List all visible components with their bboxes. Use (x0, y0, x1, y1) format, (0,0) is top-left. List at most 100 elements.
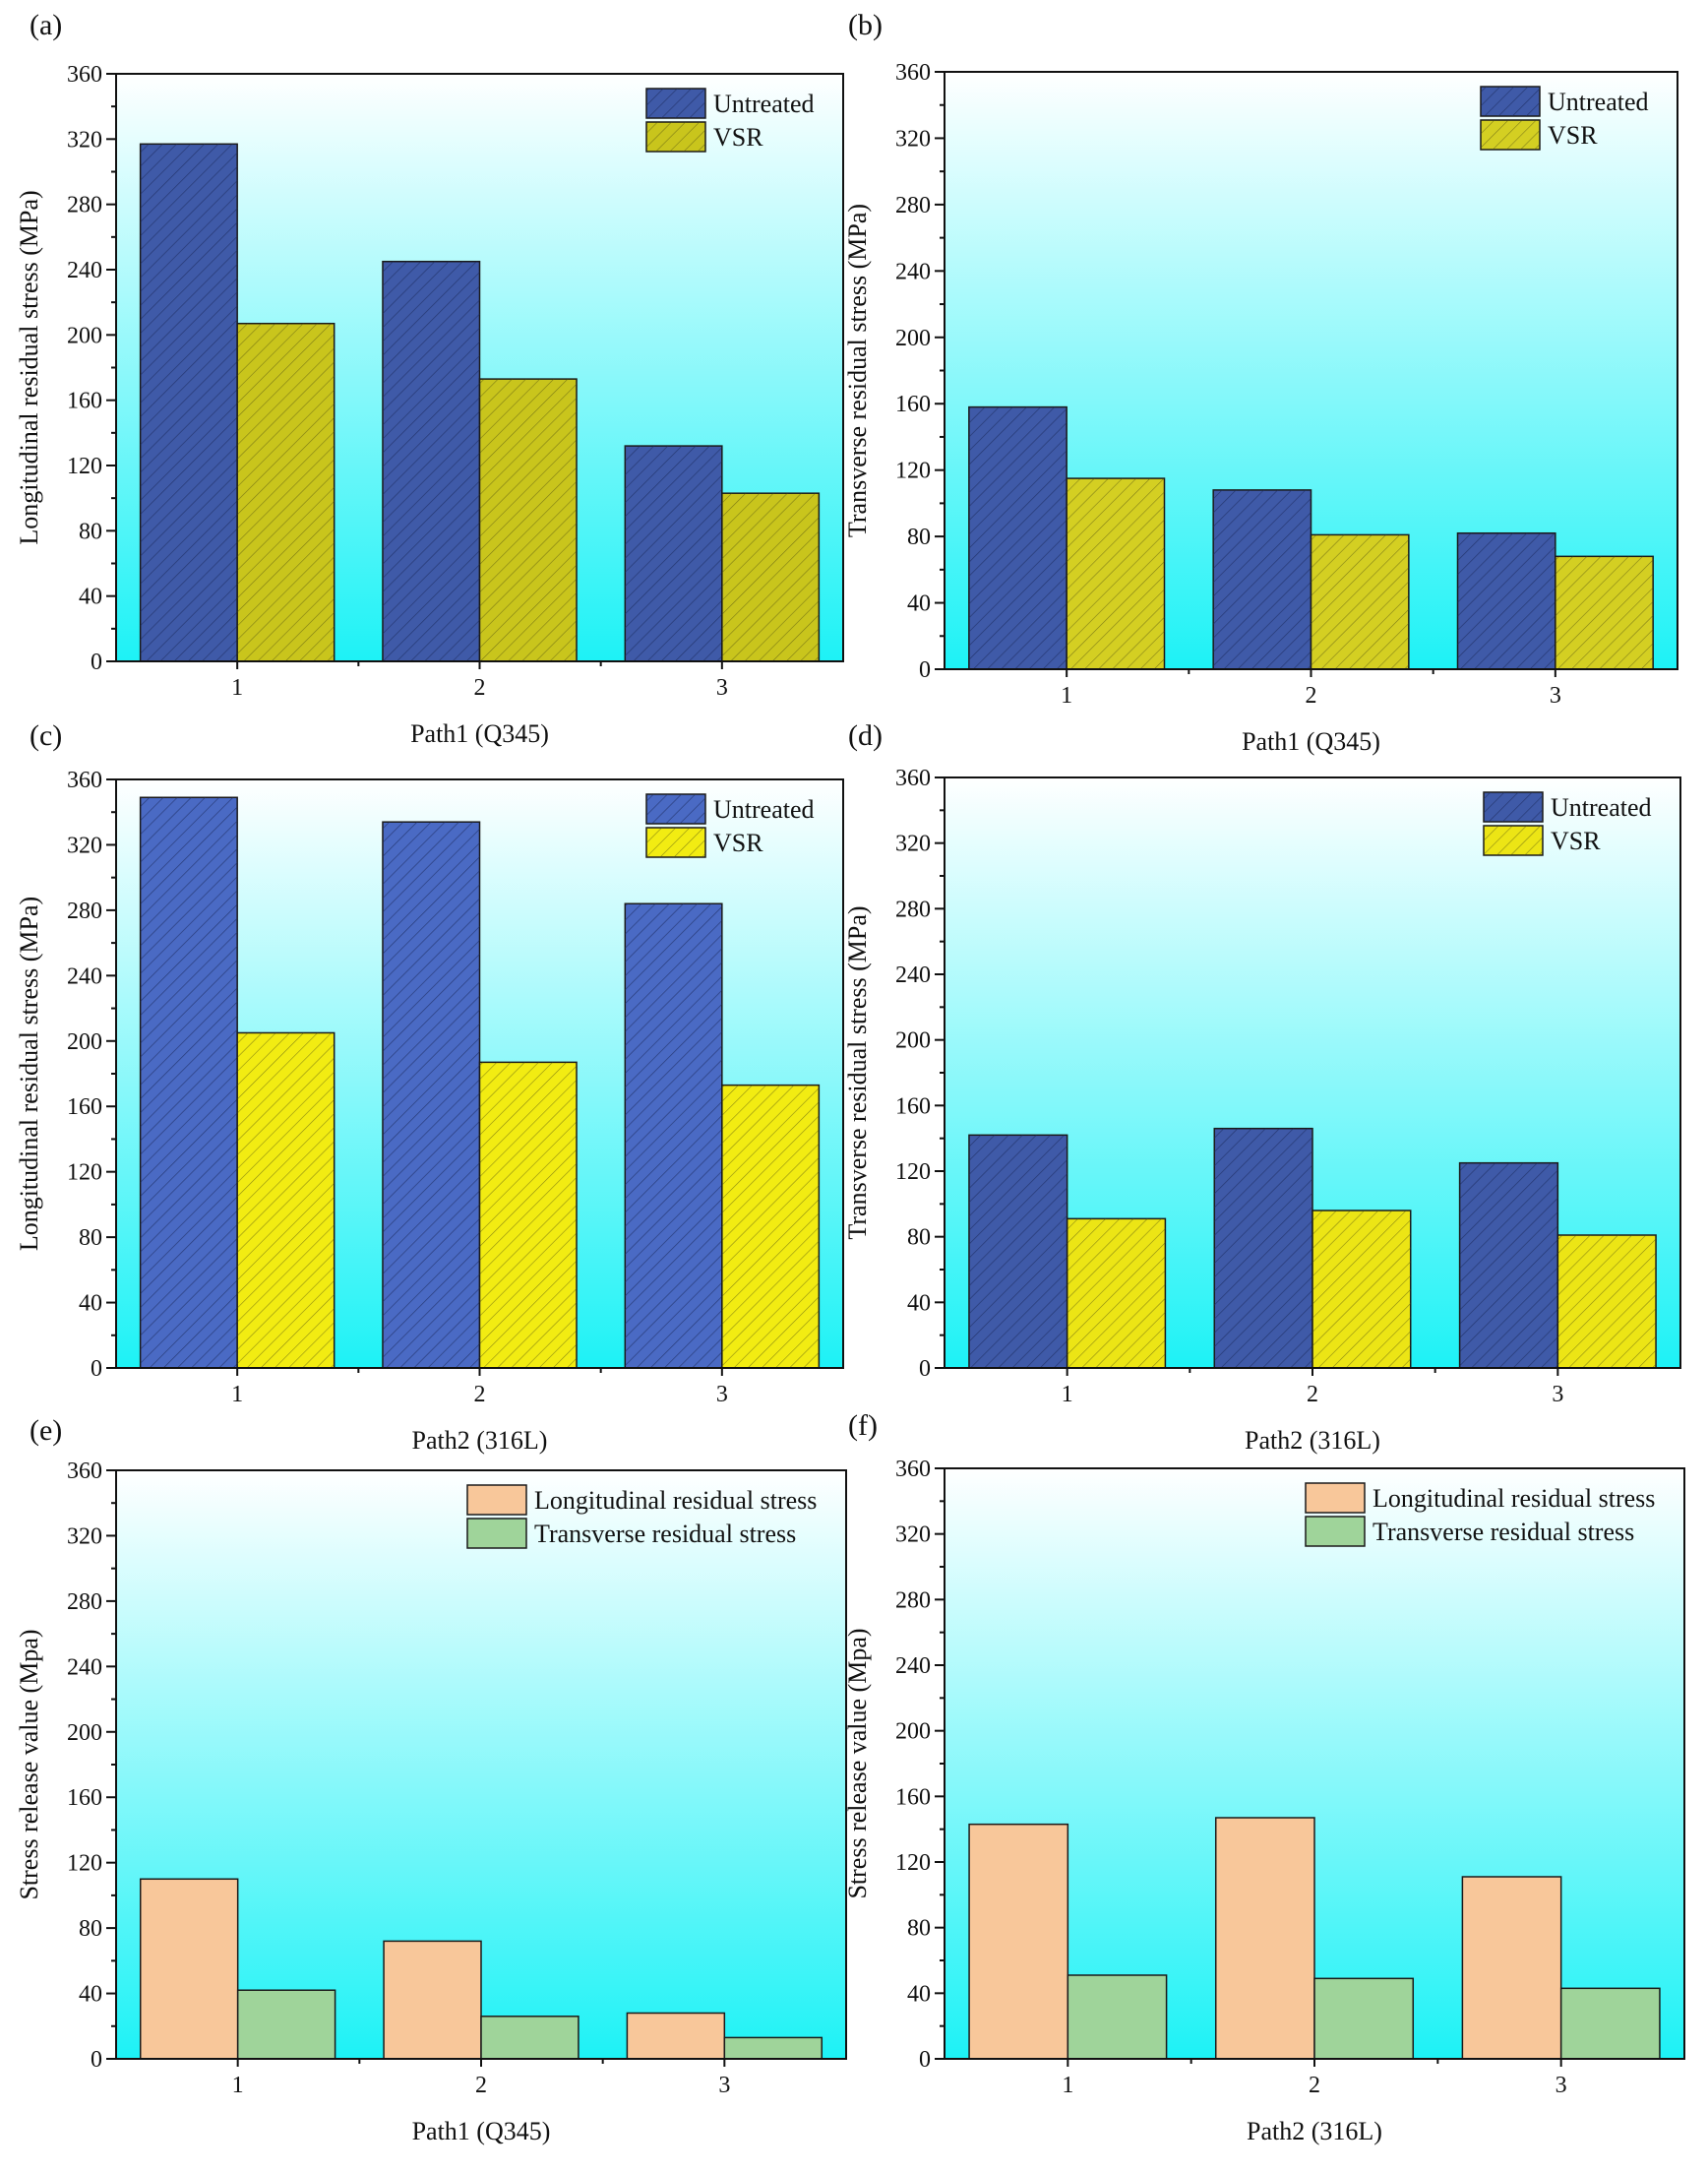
bar-hatch (1457, 532, 1556, 669)
bar-hatch (625, 446, 722, 661)
legend-label: Untreated (713, 795, 815, 824)
y-tick-label: 320 (895, 126, 931, 152)
y-tick-label: 320 (895, 1522, 931, 1548)
bar-longitudinal-residual-stress-2 (1214, 1817, 1315, 2060)
bar-transverse-residual-stress-1 (236, 1989, 336, 2060)
chart-panel-1: (a) 0 40 80 120 160 200 240 280 320 360 1 2 3 Path1 (Q… (15, 9, 844, 748)
legend-swatch (1305, 1482, 1366, 1514)
x-tick-label: 3 (1550, 683, 1561, 709)
bar-hatch (382, 261, 480, 661)
bar-hatch (721, 1085, 820, 1368)
x-tick-label: 3 (716, 1382, 728, 1407)
bar-longitudinal-residual-stress-2 (383, 1940, 482, 2060)
y-tick-label: 280 (895, 193, 931, 218)
bar-hatch (237, 323, 335, 661)
y-tick-label: 240 (67, 258, 102, 283)
y-tick-label: 320 (67, 833, 102, 858)
y-axis-title: Transverse residual stress (MPa) (843, 204, 872, 537)
y-tick-label: 80 (79, 519, 102, 544)
y-tick-label: 320 (67, 1523, 102, 1549)
y-tick-label: 360 (895, 766, 931, 791)
y-tick-label: 240 (67, 963, 102, 989)
y-axis-title: Longitudinal residual stress (MPa) (15, 190, 43, 544)
bar-transverse-residual-stress-3 (723, 2036, 824, 2060)
legend-label: Untreated (713, 90, 815, 118)
y-tick-label: 120 (895, 1159, 931, 1185)
x-tick-label: 1 (1062, 1382, 1073, 1407)
y-tick-label: 120 (895, 1850, 931, 1876)
y-tick-label: 160 (895, 1093, 931, 1119)
y-tick-label: 200 (67, 1720, 102, 1746)
bar-hatch (140, 797, 238, 1368)
y-tick-label: 280 (895, 1587, 931, 1613)
legend-swatch (466, 1484, 527, 1516)
y-axis-title: Transverse residual stress (MPa) (843, 905, 872, 1239)
bar-hatch (1555, 556, 1654, 669)
x-tick-label: 2 (1309, 2073, 1320, 2098)
y-tick-label: 120 (67, 454, 102, 479)
y-tick-label: 120 (67, 1851, 102, 1877)
bar-longitudinal-residual-stress-3 (1461, 1876, 1562, 2060)
bar-hatch (968, 406, 1068, 669)
x-tick-label: 2 (1307, 1382, 1318, 1407)
x-tick-label: 3 (716, 675, 728, 701)
y-tick-label: 0 (91, 1356, 102, 1382)
bar-transverse-residual-stress-1 (1067, 1974, 1168, 2060)
x-axis-title: Path2 (316L) (412, 1426, 548, 1455)
panel-label: (a) (30, 9, 62, 41)
legend-label: VSR (713, 123, 763, 152)
y-tick-label: 40 (907, 1290, 931, 1316)
legend-swatch (466, 1518, 527, 1549)
y-tick-label: 40 (907, 1981, 931, 2007)
x-tick-label: 1 (231, 675, 243, 701)
x-tick-label: 1 (231, 1382, 243, 1407)
y-tick-label: 280 (67, 193, 102, 218)
x-axis-title: Path2 (316L) (1247, 2117, 1382, 2145)
y-axis-title: Longitudinal residual stress (MPa) (15, 897, 43, 1251)
panel-label: (f) (848, 1409, 878, 1442)
chart-panel-4: (d) 0 40 80 120 160 200 240 280 320 360 1 2 3 Path2 (3… (843, 719, 1681, 1455)
x-tick-label: 2 (474, 1382, 486, 1407)
legend-swatch-hatch (646, 89, 705, 118)
y-tick-label: 120 (895, 459, 931, 484)
y-tick-label: 80 (907, 1916, 931, 1942)
chart-panel-3: (c) 0 40 80 120 160 200 240 280 320 360 1 2 3 Path2 (3… (15, 719, 844, 1455)
y-tick-label: 40 (79, 585, 102, 610)
bar-hatch (1312, 1211, 1411, 1368)
y-tick-label: 40 (79, 1291, 102, 1317)
legend-label: Longitudinal residual stress (1372, 1484, 1655, 1513)
legend-swatch-hatch (646, 122, 705, 152)
y-tick-label: 160 (895, 392, 931, 417)
y-tick-label: 200 (67, 323, 102, 348)
y-tick-label: 360 (895, 60, 931, 86)
chart-panel-2: (b) 0 40 80 120 160 200 240 280 320 360 1 2 3 Path1 (Q… (843, 9, 1678, 756)
x-tick-label: 2 (1306, 683, 1317, 709)
chart-panel-6: (f) 0 40 80 120 160 200 240 280 320 360 1 2 3 Path2 (3… (843, 1409, 1685, 2145)
legend-swatch (1305, 1516, 1366, 1547)
x-axis-title: Path1 (Q345) (410, 719, 549, 748)
legend-label: VSR (713, 829, 763, 857)
bar-hatch (1311, 534, 1409, 669)
y-tick-label: 160 (67, 1094, 102, 1120)
bar-hatch (479, 1062, 578, 1368)
y-tick-label: 0 (919, 1356, 931, 1382)
bar-hatch (1213, 489, 1312, 669)
y-tick-label: 80 (907, 525, 931, 550)
x-tick-label: 1 (232, 2073, 244, 2098)
y-tick-label: 240 (67, 1654, 102, 1680)
bar-longitudinal-residual-stress-1 (968, 1823, 1069, 2060)
y-tick-label: 80 (79, 1225, 102, 1251)
x-axis-title: Path2 (316L) (1245, 1426, 1380, 1455)
legend-label: VSR (1551, 827, 1601, 855)
legend-label: Untreated (1551, 793, 1652, 822)
y-tick-label: 240 (895, 1653, 931, 1679)
x-tick-label: 1 (1062, 2073, 1073, 2098)
x-axis-title: Path1 (Q345) (1242, 727, 1380, 756)
panel-label: (e) (30, 1414, 62, 1447)
y-tick-label: 320 (67, 127, 102, 153)
x-tick-label: 2 (474, 675, 486, 701)
legend-swatch-hatch (646, 828, 705, 857)
bar-hatch (1214, 1128, 1312, 1368)
bar-hatch (1459, 1162, 1558, 1368)
bar-longitudinal-residual-stress-1 (139, 1878, 239, 2060)
